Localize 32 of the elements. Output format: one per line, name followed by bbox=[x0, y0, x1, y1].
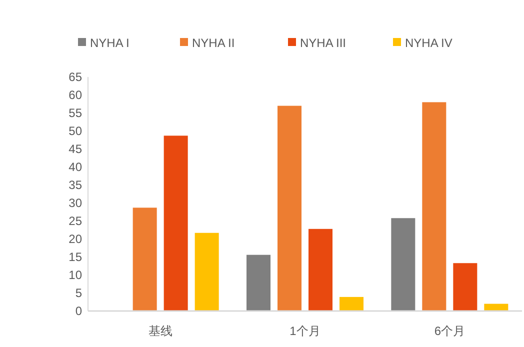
legend-label: NYHA IV bbox=[405, 36, 452, 50]
y-tick-label: 10 bbox=[68, 268, 82, 282]
bar bbox=[453, 263, 478, 311]
bar bbox=[340, 296, 364, 311]
y-tick-label: 50 bbox=[68, 124, 82, 138]
legend-label: NYHA III bbox=[300, 36, 346, 50]
y-tick-label: 0 bbox=[75, 304, 82, 318]
y-tick-label: 65 bbox=[68, 70, 82, 84]
y-tick-label: 55 bbox=[68, 106, 82, 120]
bar bbox=[278, 106, 302, 311]
bar bbox=[391, 218, 416, 311]
x-tick-label: 1个月 bbox=[290, 324, 320, 338]
x-tick-label: 基线 bbox=[148, 324, 172, 338]
y-tick-label: 60 bbox=[68, 88, 82, 102]
bar bbox=[308, 228, 332, 311]
x-tick-label: 6个月 bbox=[434, 324, 466, 338]
bar bbox=[132, 208, 157, 311]
y-tick-label: 30 bbox=[68, 196, 82, 210]
y-tick-label: 5 bbox=[75, 286, 82, 300]
bar bbox=[164, 136, 188, 311]
bar bbox=[194, 232, 219, 311]
y-tick-label: 35 bbox=[68, 178, 82, 192]
y-tick-label: 25 bbox=[68, 214, 82, 228]
y-tick-label: 40 bbox=[68, 160, 82, 174]
y-tick-label: 15 bbox=[68, 250, 82, 264]
legend-label: NYHA II bbox=[192, 36, 235, 50]
y-tick-label: 45 bbox=[68, 142, 82, 156]
bar bbox=[484, 304, 508, 311]
bar bbox=[422, 102, 446, 311]
legend-label: NYHA I bbox=[90, 36, 130, 50]
bar bbox=[246, 254, 270, 311]
y-tick-label: 20 bbox=[68, 232, 82, 246]
